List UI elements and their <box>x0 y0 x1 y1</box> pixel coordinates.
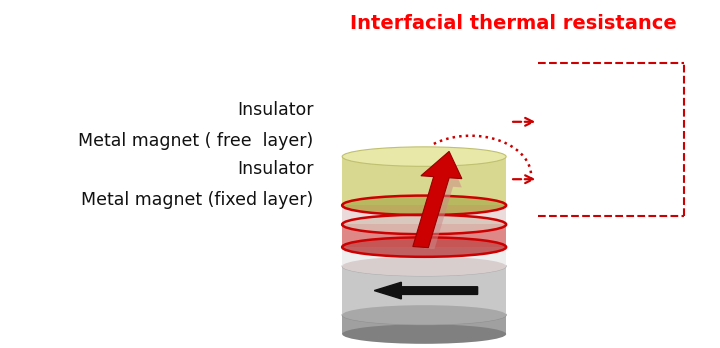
Ellipse shape <box>342 256 506 276</box>
Ellipse shape <box>342 237 506 257</box>
Ellipse shape <box>342 147 506 166</box>
Ellipse shape <box>342 196 506 215</box>
Ellipse shape <box>342 256 506 276</box>
Ellipse shape <box>342 324 506 344</box>
Polygon shape <box>342 224 506 247</box>
Ellipse shape <box>342 215 506 234</box>
FancyArrow shape <box>413 151 462 248</box>
Ellipse shape <box>342 305 506 325</box>
Ellipse shape <box>342 305 506 325</box>
Text: Insulator: Insulator <box>237 101 314 119</box>
Text: Insulator: Insulator <box>237 160 314 178</box>
Text: Interfacial thermal resistance: Interfacial thermal resistance <box>350 14 677 33</box>
FancyArrow shape <box>424 167 462 249</box>
Ellipse shape <box>342 215 506 234</box>
FancyArrow shape <box>374 282 477 299</box>
Polygon shape <box>342 157 506 205</box>
Polygon shape <box>342 315 506 334</box>
Polygon shape <box>342 205 506 224</box>
Text: Metal magnet (fixed layer): Metal magnet (fixed layer) <box>81 191 314 209</box>
Polygon shape <box>342 247 506 266</box>
Polygon shape <box>342 224 506 247</box>
Polygon shape <box>342 266 506 315</box>
Polygon shape <box>342 205 506 224</box>
Ellipse shape <box>342 237 506 257</box>
Ellipse shape <box>342 196 506 215</box>
Text: Metal magnet ( free  layer): Metal magnet ( free layer) <box>78 132 314 150</box>
